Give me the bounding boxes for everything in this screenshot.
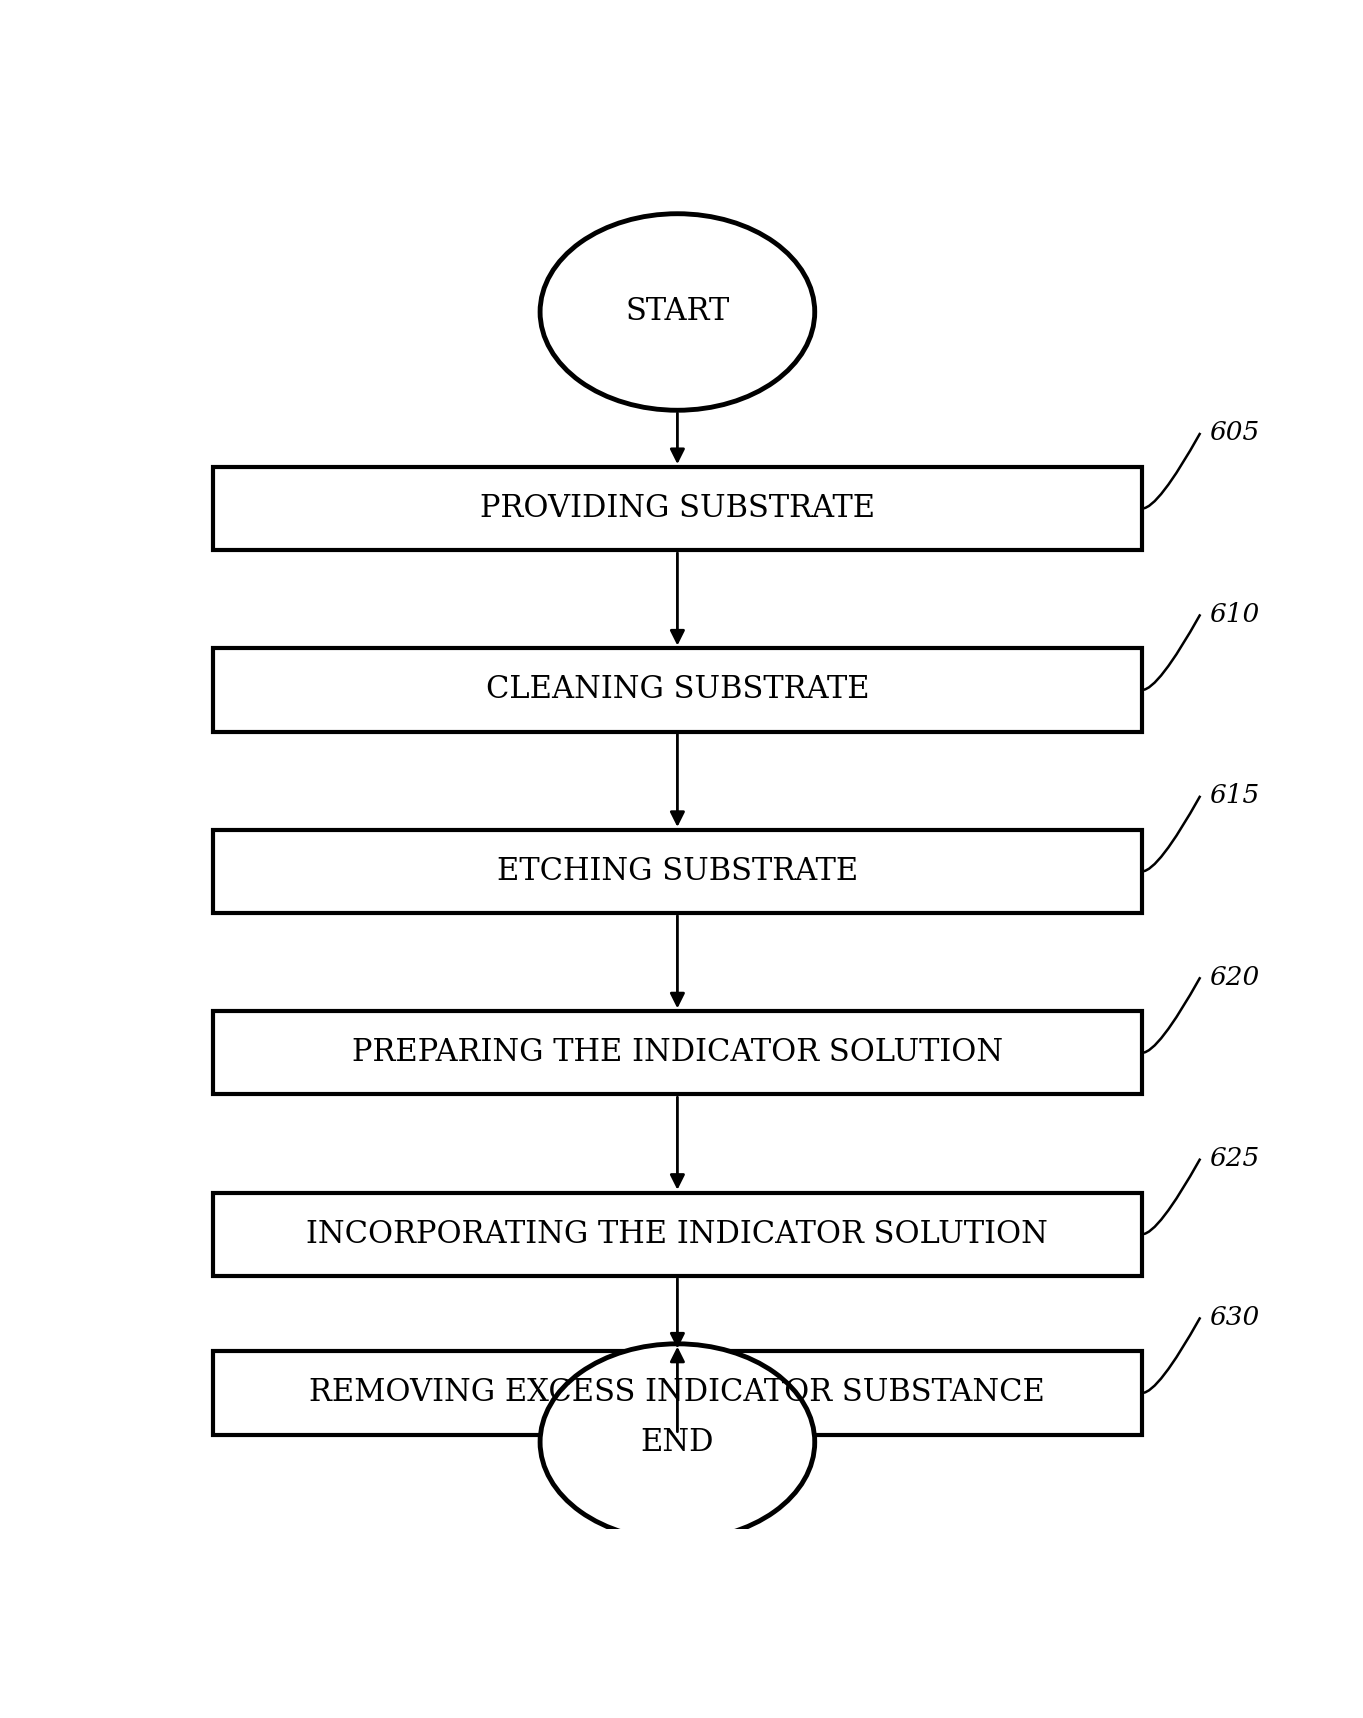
Ellipse shape — [540, 1343, 815, 1541]
Text: 630: 630 — [1209, 1306, 1259, 1330]
Text: CLEANING SUBSTRATE: CLEANING SUBSTRATE — [485, 675, 870, 706]
Bar — [213, 648, 1142, 732]
Bar — [213, 830, 1142, 912]
Text: 610: 610 — [1209, 601, 1259, 627]
Bar — [213, 1192, 1142, 1276]
Bar — [213, 1352, 1142, 1435]
Text: ETCHING SUBSTRATE: ETCHING SUBSTRATE — [496, 856, 859, 886]
Text: 620: 620 — [1209, 966, 1259, 990]
Text: 605: 605 — [1209, 421, 1259, 445]
Text: 615: 615 — [1209, 783, 1259, 807]
Text: PROVIDING SUBSTRATE: PROVIDING SUBSTRATE — [480, 493, 875, 524]
Text: REMOVING EXCESS INDICATOR SUBSTANCE: REMOVING EXCESS INDICATOR SUBSTANCE — [309, 1378, 1045, 1409]
Bar — [213, 1012, 1142, 1094]
Text: INCORPORATING THE INDICATOR SOLUTION: INCORPORATING THE INDICATOR SOLUTION — [307, 1218, 1048, 1249]
Ellipse shape — [540, 213, 815, 411]
Bar — [213, 467, 1142, 550]
Text: END: END — [641, 1426, 714, 1457]
Text: START: START — [626, 297, 729, 328]
Text: PREPARING THE INDICATOR SOLUTION: PREPARING THE INDICATOR SOLUTION — [352, 1038, 1003, 1069]
Text: 625: 625 — [1209, 1146, 1259, 1172]
